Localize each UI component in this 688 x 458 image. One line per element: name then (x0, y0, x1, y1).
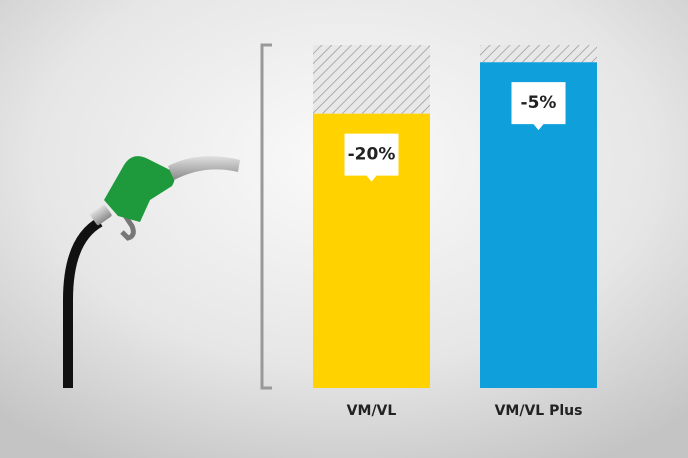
x-tick-label: VM/VL (347, 403, 397, 419)
value-label: -5% (521, 93, 557, 113)
reduction-bar (480, 45, 597, 62)
x-tick-label: VM/VL Plus (495, 403, 583, 419)
value-label: -20% (348, 145, 396, 165)
chart: -20% VM/VL -5% VM/VL Plus (0, 0, 688, 458)
reduction-bar (313, 45, 430, 114)
